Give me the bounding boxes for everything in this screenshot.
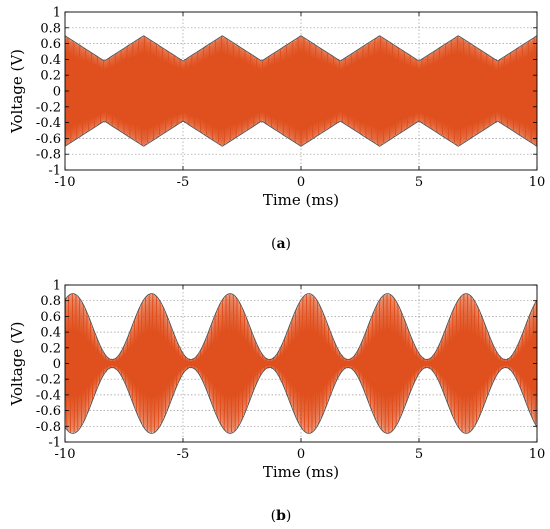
x-tick-label: 0 (297, 447, 305, 462)
x-tick-label: -5 (177, 447, 190, 462)
y-axis-label: Voltage (V) (8, 321, 26, 406)
y-tick-label: -0.6 (36, 404, 61, 419)
x-tick-label: 5 (415, 447, 423, 462)
y-tick-label: 0.4 (40, 326, 61, 341)
y-tick-label: 1 (53, 6, 61, 21)
caption-b: (b) (271, 508, 292, 524)
y-tick-label: 0.8 (40, 294, 61, 309)
y-axis-label: Voltage (V) (8, 49, 26, 134)
envelope-lower-line (65, 120, 537, 147)
y-tick-label: 1 (53, 279, 61, 294)
y-tick-label: 0.2 (40, 69, 61, 84)
x-tick-label: 10 (529, 447, 546, 462)
x-tick-label: -10 (55, 447, 76, 462)
x-axis-label: Time (ms) (263, 191, 339, 209)
x-tick-label: 0 (297, 175, 305, 190)
y-tick-label: 0.6 (40, 310, 61, 325)
y-tick-label: 0 (53, 357, 61, 372)
x-axis-label: Time (ms) (263, 463, 339, 481)
y-tick-label: 0.8 (40, 21, 61, 36)
x-tick-label: -5 (177, 175, 190, 190)
envelope-lower-line (65, 366, 537, 434)
x-tick-label: -10 (55, 175, 76, 190)
y-tick-label: -1 (48, 436, 61, 451)
y-tick-label: -0.2 (36, 373, 61, 388)
x-tick-label: 5 (415, 175, 423, 190)
y-tick-label: -0.6 (36, 132, 61, 147)
y-tick-label: -0.4 (36, 388, 61, 403)
y-tick-label: 0.6 (40, 37, 61, 52)
y-tick-label: -0.4 (36, 116, 61, 131)
y-tick-label: -1 (48, 164, 61, 179)
y-tick-label: 0.2 (40, 341, 61, 356)
y-tick-label: -0.8 (36, 420, 61, 435)
chart-panel-a: -10 -5 0 5 10-1-0.8-0.6-0.4-0.200.20.40.60.8… (8, 6, 545, 210)
envelope-upper-line (65, 35, 537, 62)
y-tick-label: -0.2 (36, 100, 61, 115)
envelope-upper-line (65, 293, 537, 361)
y-tick-label: 0 (53, 85, 61, 100)
chart-panel-b: -10 -5 0 5 10-1-0.8-0.6-0.4-0.200.20.40.60.8… (8, 279, 545, 482)
caption-a: (a) (271, 236, 291, 252)
y-tick-label: -0.8 (36, 148, 61, 163)
y-tick-label: 0.4 (40, 53, 61, 68)
x-tick-label: 10 (529, 175, 546, 190)
signal-series-line (65, 35, 537, 146)
